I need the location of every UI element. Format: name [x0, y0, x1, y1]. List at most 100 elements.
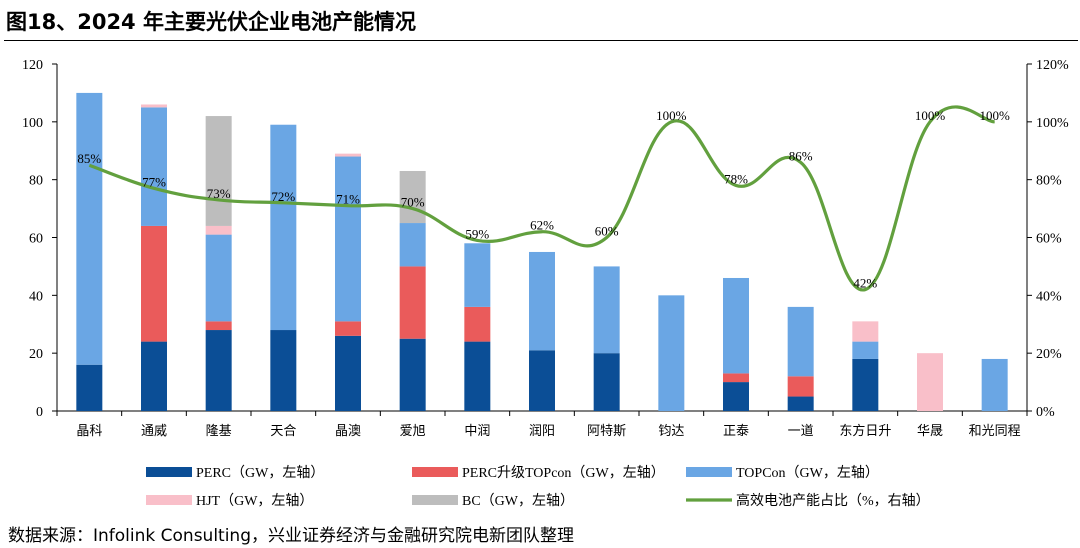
legend-swatch-perc_up — [412, 467, 458, 477]
chart-bars — [76, 92, 1008, 411]
efficiency-share-label: 60% — [595, 224, 619, 239]
category-label: 天合 — [270, 424, 296, 439]
bar-hjt — [852, 321, 879, 342]
bar-topcon — [981, 358, 1008, 411]
bar-perc — [464, 341, 491, 411]
efficiency-share-label: 62% — [530, 218, 554, 233]
legend-label: BC（GW，左轴） — [462, 493, 574, 509]
legend-swatch-topcon — [686, 467, 732, 477]
bar-topcon — [141, 107, 167, 226]
bar-perc — [205, 330, 232, 411]
category-label: 通威 — [141, 424, 167, 439]
efficiency-share-label: 42% — [853, 276, 877, 291]
category-label: 润阳 — [529, 424, 555, 439]
efficiency-share-label: 85% — [77, 151, 101, 166]
bar-perc_up — [141, 225, 167, 342]
category-label: 阿特斯 — [587, 424, 626, 439]
right-tick-label: 60% — [1036, 232, 1062, 247]
chart-legend: PERC（GW，左轴） PERC升级TOPcon（GW，左轴） TOPCon（GW，… — [146, 465, 930, 509]
bar-perc — [529, 350, 555, 411]
legend-label: PERC（GW，左轴） — [196, 465, 324, 481]
category-label: 晶澳 — [335, 423, 361, 439]
right-tick-label: 120% — [1036, 58, 1069, 73]
legend-label: HJT（GW，左轴） — [196, 493, 313, 509]
bar-perc — [787, 396, 814, 411]
efficiency-share-label: 86% — [789, 148, 813, 163]
bar-bc — [205, 116, 232, 226]
legend-swatch-perc — [146, 467, 192, 477]
right-tick-label: 40% — [1036, 289, 1062, 304]
bar-perc — [335, 335, 361, 411]
bar-hjt — [335, 153, 361, 157]
category-label: 中润 — [464, 424, 490, 439]
efficiency-share-label: 78% — [724, 171, 748, 186]
category-label: 华晟 — [917, 424, 943, 439]
figure-title: 图18、2024 年主要光伏企业电池产能情况 — [6, 10, 416, 34]
right-tick-label: 80% — [1036, 174, 1062, 189]
efficiency-share-label: 77% — [142, 174, 166, 189]
right-tick-label: 0% — [1036, 405, 1055, 420]
left-tick-label: 0 — [36, 405, 43, 420]
bar-topcon — [658, 295, 685, 411]
efficiency-share-label: 70% — [401, 195, 425, 210]
left-tick-label: 40 — [29, 289, 43, 304]
bar-perc_up — [399, 266, 426, 339]
bar-topcon — [76, 92, 103, 365]
right-tick-label: 20% — [1036, 347, 1062, 362]
category-label: 和光同程 — [969, 424, 1021, 439]
bar-topcon — [464, 243, 491, 307]
left-tick-label: 20 — [29, 347, 43, 362]
left-tick-label: 60 — [29, 232, 43, 247]
bar-perc — [593, 353, 620, 411]
efficiency-share-label: 73% — [207, 186, 231, 201]
efficiency-share-label: 100% — [979, 108, 1010, 123]
title-divider — [4, 40, 1078, 41]
bar-hjt — [141, 104, 167, 108]
efficiency-share-label: 72% — [271, 189, 295, 204]
bar-perc — [852, 358, 879, 411]
category-label: 东方日升 — [839, 423, 891, 439]
bar-perc_up — [205, 321, 232, 331]
bar-topcon — [852, 341, 879, 359]
bar-topcon — [723, 277, 749, 374]
bar-topcon — [529, 251, 555, 351]
efficiency-share-line — [88, 105, 995, 292]
capacity-chart: 0 20 40 60 80 100 120 0% 20% 40% 60% 80% 100% 120% 晶科 通… — [22, 58, 1069, 509]
category-label: 爱旭 — [400, 424, 426, 439]
bar-perc_up — [464, 306, 491, 342]
legend-swatch-bc — [412, 495, 458, 505]
legend-swatch-hjt — [146, 495, 192, 505]
efficiency-share-label: 100% — [915, 108, 946, 123]
category-label: 正泰 — [723, 424, 749, 439]
bar-perc — [76, 364, 103, 411]
right-tick-label: 100% — [1036, 116, 1069, 131]
legend-label: TOPCon（GW，左轴） — [736, 465, 879, 481]
category-label: 钧达 — [658, 424, 684, 439]
left-tick-label: 120 — [22, 58, 43, 73]
bar-topcon — [593, 266, 620, 354]
legend-label: 高效电池产能占比（%，右轴） — [736, 492, 930, 509]
bar-topcon — [335, 156, 361, 322]
bar-hjt — [917, 353, 943, 411]
source-note: 数据来源：Infolink Consulting，兴业证券经济与金融研究院电新团… — [8, 526, 574, 546]
category-label: 晶科 — [76, 424, 102, 439]
legend-label: PERC升级TOPcon（GW，左轴） — [462, 465, 665, 481]
left-tick-label: 80 — [29, 174, 43, 189]
efficiency-share-label: 71% — [336, 192, 360, 207]
bar-hjt — [205, 225, 232, 235]
category-label: 一道 — [788, 424, 814, 439]
bar-topcon — [787, 306, 814, 377]
bar-perc_up — [335, 321, 361, 336]
efficiency-share-label: 59% — [465, 226, 489, 241]
bar-perc — [399, 338, 426, 411]
bar-topcon — [399, 223, 426, 267]
category-label: 隆基 — [206, 424, 232, 439]
bar-topcon — [205, 234, 232, 322]
left-tick-label: 100 — [22, 116, 43, 131]
bar-bc — [399, 170, 426, 224]
bar-perc — [270, 330, 297, 411]
bar-topcon — [270, 124, 297, 331]
bar-perc — [723, 382, 749, 411]
bar-perc_up — [723, 373, 749, 383]
bar-perc — [141, 341, 167, 411]
